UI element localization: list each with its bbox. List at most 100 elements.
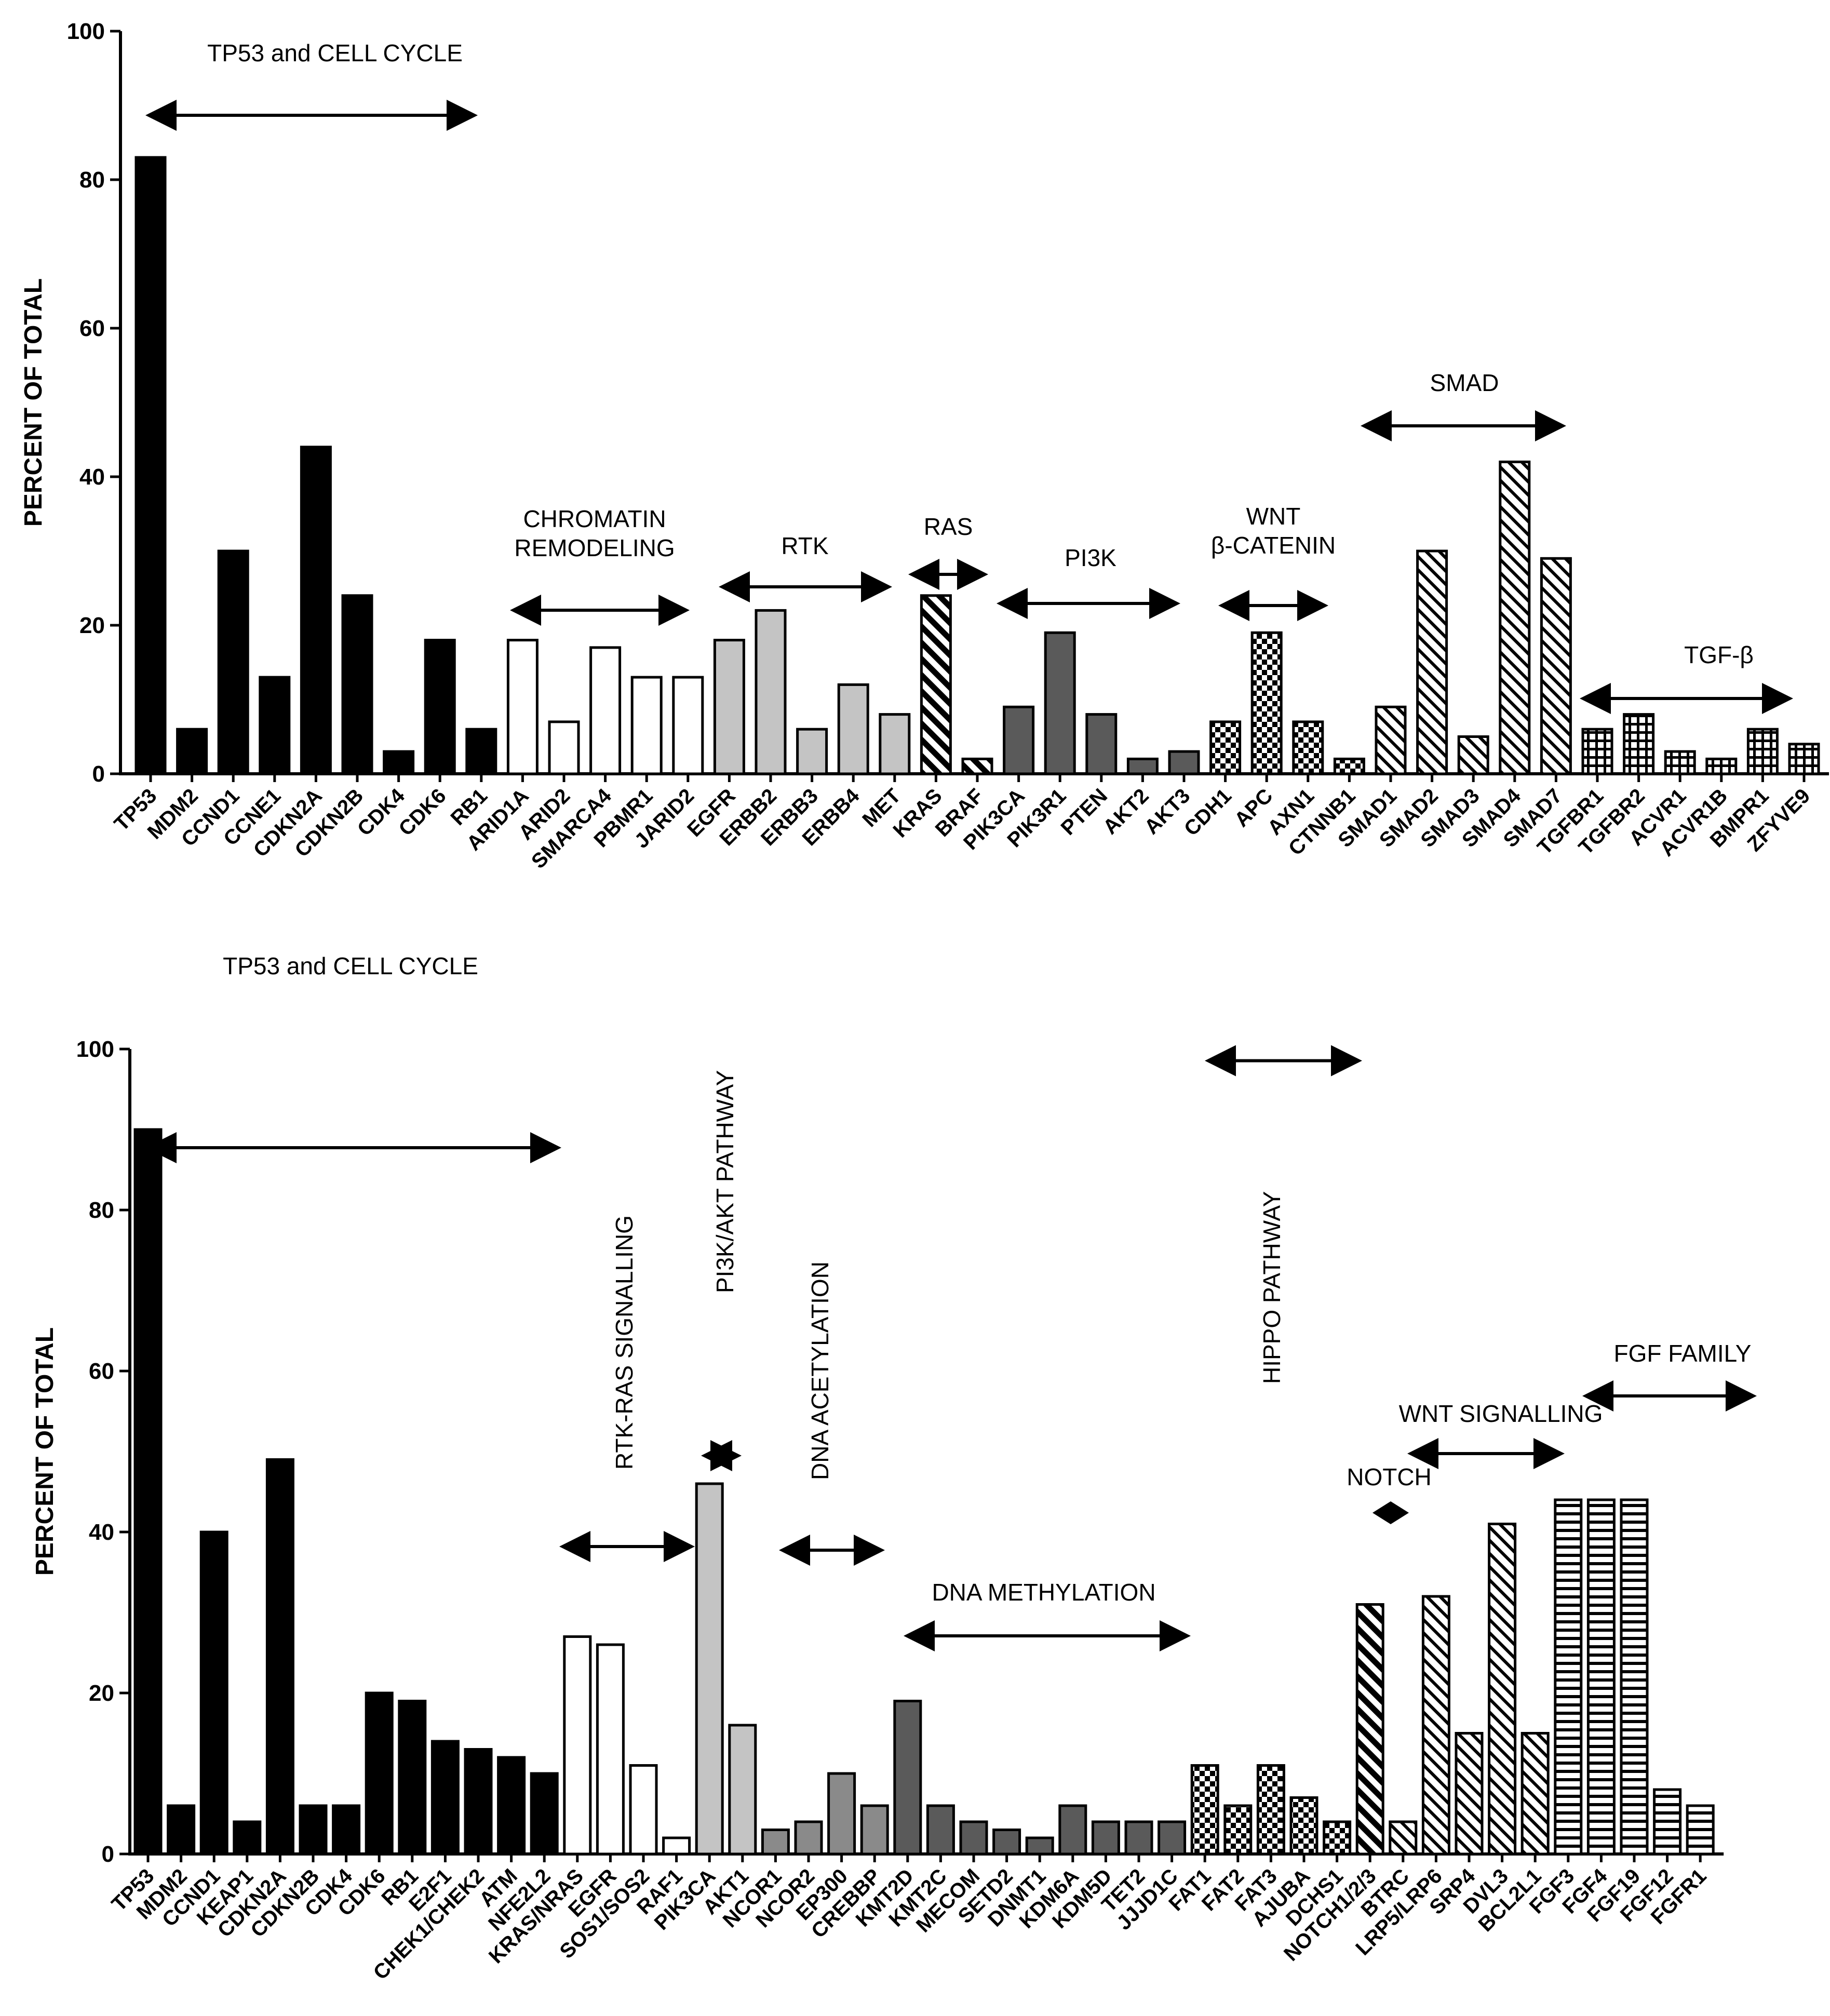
y-tick-label: 80 xyxy=(79,167,105,193)
bar-rb1 xyxy=(398,1700,427,1856)
y-tick-label: 100 xyxy=(76,1037,114,1062)
bar-tgfbr1 xyxy=(1581,728,1613,775)
bar-erbb2 xyxy=(755,609,787,775)
bar-kras-nras xyxy=(563,1635,592,1856)
group-label: SMAD xyxy=(1430,369,1499,396)
bar-notch1-2-3 xyxy=(1355,1603,1384,1856)
bar-crebbp xyxy=(860,1804,889,1856)
group-label: DNA ACETYLATION xyxy=(806,1261,833,1480)
bar-nfe2l2 xyxy=(530,1772,559,1856)
bar-cdk4 xyxy=(383,750,415,775)
bar-smarca4 xyxy=(589,646,622,775)
bar-egfr xyxy=(713,639,745,775)
bar-pik3r1 xyxy=(1044,631,1076,775)
bar-fat1 xyxy=(1190,1764,1219,1856)
y-tick-label: 20 xyxy=(79,613,105,638)
y-tick-label: 60 xyxy=(79,316,105,341)
group-label: TP53 and CELL CYCLE xyxy=(223,952,478,979)
group-label: HIPPO PATHWAY xyxy=(1258,1191,1285,1384)
group-arrow xyxy=(1372,1501,1409,1524)
bar-ncor1 xyxy=(761,1829,790,1856)
bar-fgf12 xyxy=(1653,1788,1682,1856)
bar-dnmt1 xyxy=(1025,1836,1054,1856)
bar-fgf4 xyxy=(1586,1498,1616,1856)
bar-cdk4 xyxy=(332,1804,361,1856)
bar-arid1a xyxy=(506,639,539,775)
y-tick-label: 40 xyxy=(79,464,105,490)
group-label: RTK xyxy=(781,532,828,559)
bar-ajuba xyxy=(1289,1796,1318,1856)
bar-smad3 xyxy=(1457,735,1489,775)
bar-tgfbr2 xyxy=(1623,713,1655,775)
bar-cdh1 xyxy=(1209,720,1242,775)
bar-cdkn2b xyxy=(341,594,373,775)
bar-erbb4 xyxy=(837,683,869,775)
bar-atm xyxy=(497,1756,526,1856)
category-label: AKT2 xyxy=(1099,784,1153,839)
bar-smad4 xyxy=(1499,460,1531,775)
bar-erbb3 xyxy=(796,728,828,775)
bar-arid2 xyxy=(548,720,580,775)
group-label: PI3K xyxy=(1065,544,1116,571)
bar-bmpr1 xyxy=(1746,728,1779,775)
bar-fat2 xyxy=(1223,1804,1253,1856)
bar-cdkn2a xyxy=(265,1458,294,1856)
group-label: TP53 and CELL CYCLE xyxy=(207,39,463,66)
bar-cdkn2b xyxy=(299,1804,328,1856)
bar-jjjd1c xyxy=(1158,1820,1187,1856)
category-label: CDK6 xyxy=(394,784,450,840)
group-label: WNT SIGNALLING xyxy=(1399,1400,1603,1427)
bar-keap1 xyxy=(233,1820,262,1856)
bar-lrp5-lrp6 xyxy=(1421,1595,1450,1856)
group-label: DNA METHYLATION xyxy=(932,1579,1155,1606)
bar-met xyxy=(879,713,911,775)
bar-kdm5d xyxy=(1091,1820,1120,1856)
bar-ctnnb1 xyxy=(1333,757,1365,775)
bar-mdm2 xyxy=(176,728,208,775)
bar-cdk6 xyxy=(424,639,456,775)
bar-kmt2c xyxy=(926,1804,955,1856)
bar-acvr1 xyxy=(1664,750,1696,775)
bar-srp4 xyxy=(1455,1732,1484,1856)
y-tick-label: 20 xyxy=(89,1681,114,1706)
bar-axn1 xyxy=(1292,720,1324,775)
group-label: TGF-β xyxy=(1684,641,1754,668)
group-label: PI3K/AKT PATHWAY xyxy=(711,1070,738,1293)
group-label: CHROMATIN REMODELING xyxy=(514,505,675,561)
y-tick-label: 0 xyxy=(102,1842,114,1867)
bar-fgfr1 xyxy=(1686,1804,1715,1856)
bar-dchs1 xyxy=(1323,1820,1352,1856)
y-tick-label: 80 xyxy=(89,1198,114,1223)
bar-akt3 xyxy=(1168,750,1200,775)
bar-smad2 xyxy=(1416,549,1448,775)
group-label: NOTCH xyxy=(1347,1463,1432,1490)
bar-e2f1 xyxy=(430,1740,460,1856)
category-label: PTEN xyxy=(1057,784,1112,840)
bar-akt2 xyxy=(1126,757,1159,775)
bar-rb1 xyxy=(465,728,497,775)
bar-pik3ca xyxy=(1003,705,1035,775)
bar-jarid2 xyxy=(672,676,704,775)
bar-fat3 xyxy=(1256,1764,1285,1856)
bar-smad1 xyxy=(1375,705,1407,775)
bar-ccnd1 xyxy=(199,1530,228,1856)
bar-fgf19 xyxy=(1620,1498,1649,1856)
bar-smad7 xyxy=(1540,557,1572,775)
bar-kras xyxy=(920,594,952,775)
bar-sos1-sos2 xyxy=(629,1764,658,1856)
bar-acvr1b xyxy=(1705,757,1738,775)
bar-raf1 xyxy=(662,1836,691,1856)
group-label: RTK-RAS SIGNALLING xyxy=(611,1215,638,1470)
bar-chek1-chek2 xyxy=(464,1748,493,1856)
category-label: CDH1 xyxy=(1180,784,1236,840)
y-tick-label: 0 xyxy=(92,761,105,787)
bar-tp53 xyxy=(134,156,167,775)
bar-ncor2 xyxy=(794,1820,823,1856)
bar-ccne1 xyxy=(259,676,291,775)
bar-pik3ca xyxy=(695,1482,724,1856)
bar-zfyve9 xyxy=(1788,743,1820,775)
bar-fgf3 xyxy=(1554,1498,1583,1856)
